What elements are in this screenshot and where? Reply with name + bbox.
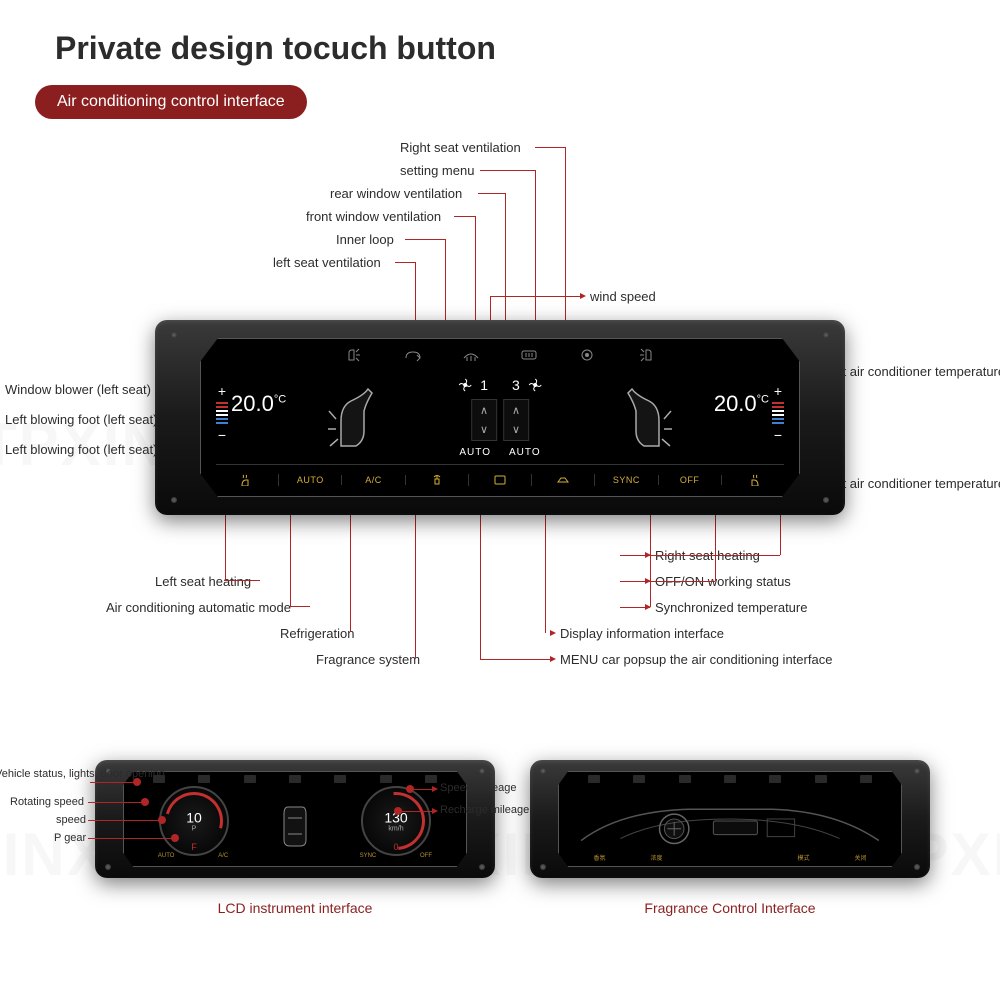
callout-refrigeration: Refrigeration [280, 626, 354, 641]
temp-controls-left[interactable]: + − [215, 384, 229, 442]
fragrance-screen: 香氛浓度模式关闭 [558, 771, 902, 867]
temp-value-right: 20.0°C [714, 391, 769, 417]
subtitle-badge: Air conditioning control interface [35, 85, 307, 119]
lcd-caption: LCD instrument interface [95, 900, 495, 916]
menu-button[interactable] [532, 474, 595, 486]
callout-front-window: front window ventilation [306, 209, 441, 224]
callout-rear-window: rear window ventilation [330, 186, 462, 201]
ac-control-panel: + − 20.0°C + − 20 [155, 320, 845, 515]
callout-recharge-mileage: Recharge mileage [440, 804, 529, 816]
callout-window-blower: Window blower (left seat) [5, 382, 151, 397]
temp-plus-left[interactable]: + [215, 384, 229, 398]
gauge-left: 10P F [159, 786, 229, 856]
front-window-icon[interactable] [458, 345, 484, 365]
callout-left-foot-1: Left blowing foot (left seat) [5, 412, 157, 427]
fragrance-control-panel: 香氛浓度模式关闭 [530, 760, 930, 878]
off-button[interactable]: OFF [659, 475, 722, 485]
callout-speed-mileage: Speed, mileage [440, 782, 516, 794]
callout-wind-speed: wind speed [590, 289, 656, 304]
ac-button[interactable]: A/C [342, 475, 405, 485]
callout-sync-temp: Synchronized temperature [655, 600, 807, 615]
bottom-button-bar: AUTO A/C SYNC OFF [216, 464, 784, 490]
temp-value-left: 20.0°C [231, 391, 286, 417]
callout-auto-mode: Air conditioning automatic mode [106, 600, 291, 615]
fan-icon-right [528, 378, 542, 392]
callout-inner-loop: Inner loop [336, 232, 394, 247]
center-controls: 1 3 ∧∨ ∧∨ AUTO AUTO [458, 377, 542, 458]
callout-display-info: Display information interface [560, 626, 724, 641]
fragrance-caption: Fragrance Control Interface [530, 900, 930, 916]
fragrance-button[interactable] [406, 474, 469, 486]
temp-controls-right[interactable]: + − [771, 384, 785, 442]
fan-value-right: 3 [512, 377, 520, 393]
callout-rotating-speed: Rotating speed [10, 796, 84, 808]
ac-screen: + − 20.0°C + − 20 [200, 338, 800, 497]
temp-plus-right[interactable]: + [771, 384, 785, 398]
inner-loop-icon[interactable] [400, 345, 426, 365]
auto-right-label[interactable]: AUTO [509, 447, 541, 458]
callout-speed: speed [56, 814, 86, 826]
fan-up-down-right[interactable]: ∧∨ [503, 399, 529, 441]
seat-heat-right-button[interactable] [722, 474, 784, 486]
callout-right-seat-ventilation: Right seat ventilation [400, 140, 521, 155]
temp-minus-left[interactable]: − [215, 428, 229, 442]
callout-left-seat-ventilation: left seat ventilation [273, 255, 381, 270]
auto-button[interactable]: AUTO [279, 475, 342, 485]
settings-icon[interactable] [574, 345, 600, 365]
callout-fragrance-system: Fragrance system [316, 652, 420, 667]
fan-up-down-left[interactable]: ∧∨ [471, 399, 497, 441]
fan-icon-left [458, 378, 472, 392]
car-outline-icon [276, 802, 314, 850]
lcd-screen: 10P F 130km/h 0 AUTOA/CSYNCOFF [123, 771, 467, 867]
auto-left-label[interactable]: AUTO [459, 447, 491, 458]
callout-setting-menu: setting menu [400, 163, 474, 178]
seat-heat-left-button[interactable] [216, 474, 279, 486]
seat-right-icon[interactable] [616, 381, 674, 453]
gauge-right: 130km/h 0 [361, 786, 431, 856]
temp-minus-right[interactable]: − [771, 428, 785, 442]
callout-left-seat-heating: Left seat heating [155, 574, 251, 589]
callout-menu-popup: MENU car popsup the air conditioning int… [560, 652, 832, 667]
callout-p-gear: P gear [54, 832, 86, 844]
rear-window-icon[interactable] [516, 345, 542, 365]
fan-value-left: 1 [480, 377, 488, 393]
seat-vent-right-icon[interactable] [632, 345, 658, 365]
callout-left-foot-2: Left blowing foot (left seat) [5, 442, 157, 457]
sync-button[interactable]: SYNC [595, 475, 658, 485]
page-title: Private design tocuch button [55, 30, 496, 67]
seat-left-icon[interactable] [326, 381, 384, 453]
info-button[interactable] [469, 474, 532, 486]
seat-vent-left-icon[interactable] [342, 345, 368, 365]
callout-vehicle-status: Vehicle status, lights, door opening [0, 768, 90, 780]
